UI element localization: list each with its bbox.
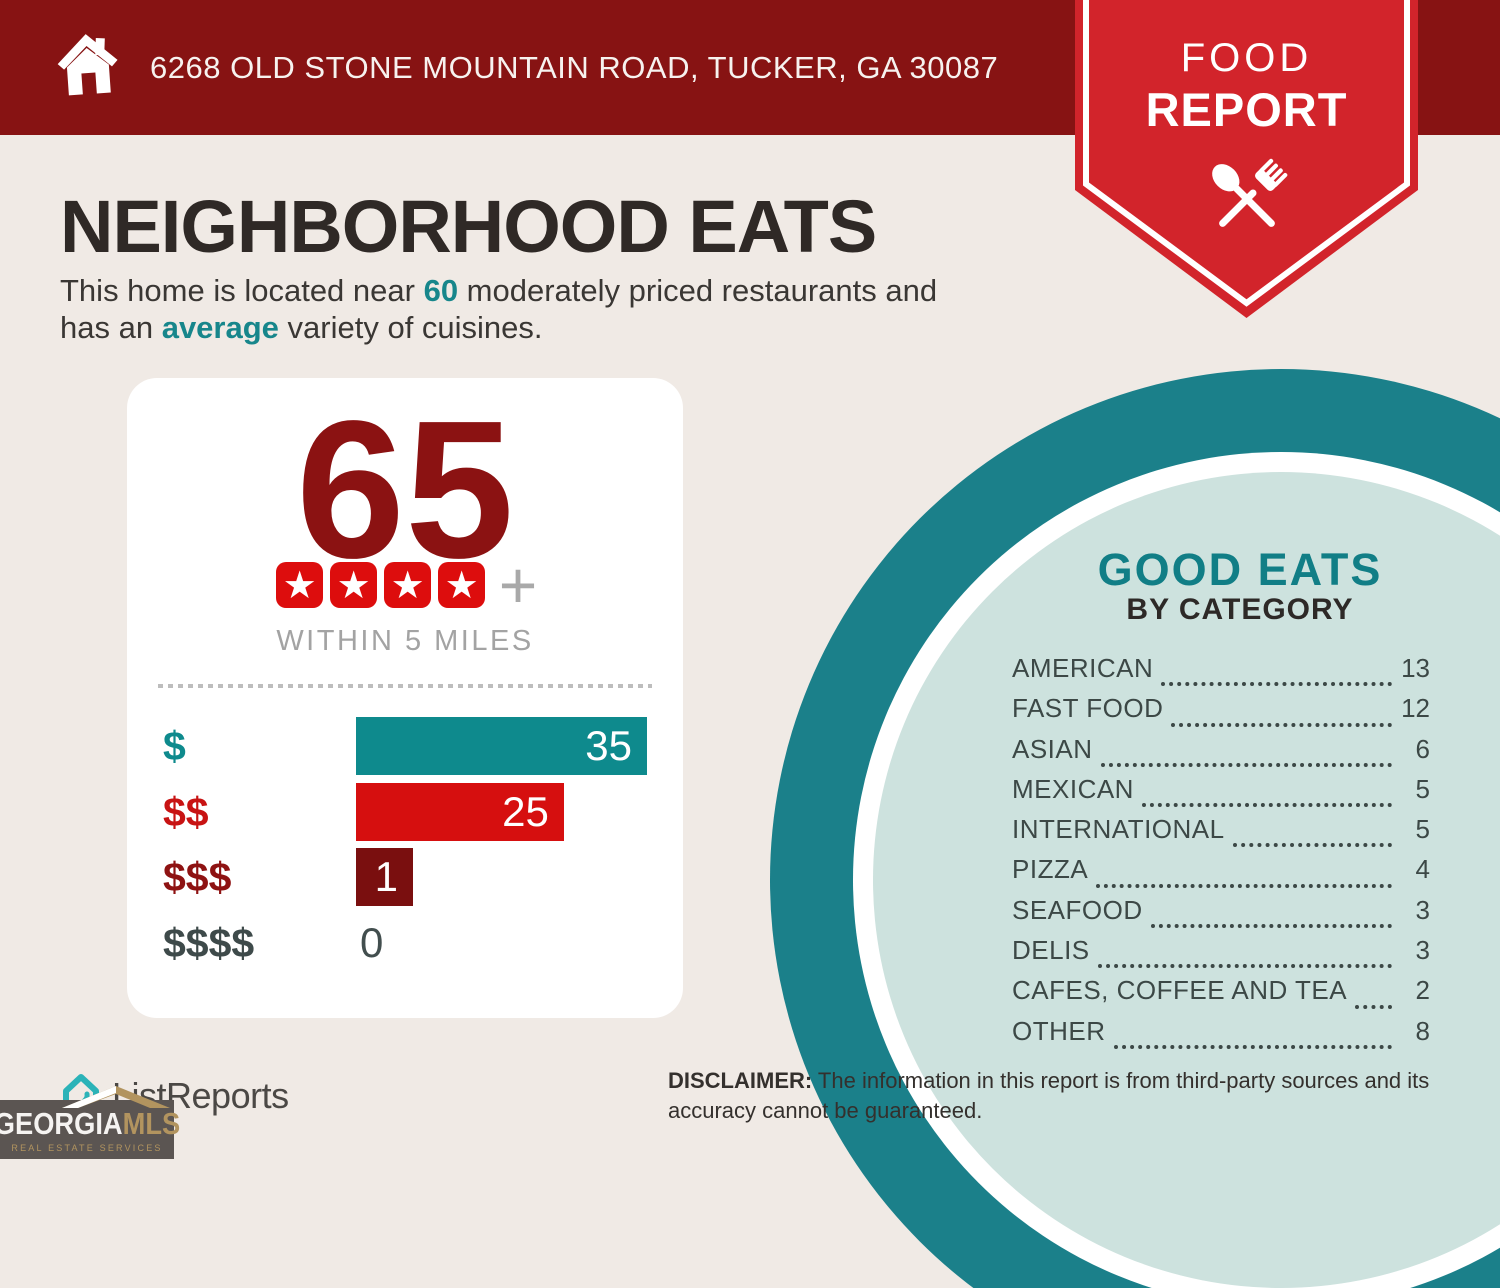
disclaimer-line2: accuracy cannot be guaranteed.: [668, 1098, 983, 1123]
category-count: 3: [1415, 894, 1430, 925]
dotted-leader: [1171, 722, 1392, 727]
dotted-leader: [1150, 924, 1392, 929]
category-count: 13: [1401, 653, 1430, 683]
price-bar-value: 0: [360, 919, 384, 966]
category-label: SEAFOOD: [1012, 894, 1143, 925]
ribbon-shape: [1075, 0, 1418, 318]
badge-title-line1: FOOD: [1180, 36, 1313, 80]
category-row: PIZZA 4: [1012, 854, 1430, 894]
category-count: 6: [1415, 733, 1430, 764]
georgia-mls-logo: GEORGIA MLS REAL ESTATE SERVICES: [0, 1086, 180, 1159]
score-card: 65 ★ ★ ★ ★ + WITHIN 5 MILES $35 $$ 25 $$$ 1 $$$$ 0: [127, 378, 683, 1018]
category-row: DELIS 3: [1012, 935, 1430, 975]
badge-title-line2: REPORT: [1145, 83, 1348, 136]
category-row: SEAFOOD 3: [1012, 895, 1430, 935]
price-tier-label: $$$$: [163, 920, 255, 966]
category-row: MEXICAN 5: [1012, 774, 1430, 814]
summary-seg2: moderately priced restaurants and: [458, 273, 938, 308]
star-icon: ★: [438, 562, 486, 608]
dotted-leader: [1097, 964, 1392, 969]
dotted-leader: [1161, 682, 1392, 687]
star-icon: ★: [276, 562, 324, 608]
summary-seg3: has an: [60, 310, 162, 345]
price-bar-value: 1: [374, 853, 398, 900]
star-icon: ★: [384, 562, 432, 608]
miles-caption: WITHIN 5 MILES: [276, 625, 534, 657]
page-title: NEIGHBORHOOD EATS: [60, 185, 877, 268]
category-count: 5: [1415, 814, 1430, 845]
star-icon: ★: [330, 562, 378, 608]
category-label: MEXICAN: [1012, 773, 1134, 804]
price-row: $$$ 1: [127, 848, 683, 906]
price-tier-label: $$$: [163, 854, 232, 900]
good-eats-circle: [873, 472, 1500, 1288]
dotted-leader: [1141, 803, 1392, 808]
price-row: $35: [127, 717, 683, 775]
dotted-leader: [1232, 843, 1392, 848]
category-label: ASIAN: [1012, 733, 1093, 764]
price-bar: 35: [356, 717, 647, 775]
plus-sign: +: [498, 548, 538, 622]
good-eats-title: GOOD EATS: [1097, 544, 1383, 595]
dotted-leader: [1096, 883, 1392, 888]
disclaimer-label: DISCLAIMER:: [668, 1068, 813, 1093]
category-row: FAST FOOD 12: [1012, 693, 1430, 733]
price-row: $$ 25: [127, 783, 683, 841]
price-tier-label: $: [163, 723, 186, 769]
category-count: 2: [1415, 975, 1430, 1006]
category-label: DELIS: [1012, 935, 1090, 966]
star-rating: ★ ★ ★ ★ +: [127, 548, 683, 622]
dashed-divider: [158, 684, 652, 688]
good-eats-subtitle: BY CATEGORY: [1126, 593, 1354, 626]
summary-seg4: variety of cuisines.: [278, 310, 543, 345]
category-row: AMERICAN 13: [1012, 653, 1430, 693]
category-row: ASIAN 6: [1012, 734, 1430, 774]
category-label: OTHER: [1012, 1015, 1106, 1046]
category-count: 3: [1415, 935, 1430, 966]
category-label: CAFES, COFFEE AND TEA: [1012, 975, 1348, 1006]
category-list: AMERICAN 13 FAST FOOD 12 ASIAN 6 MEXICAN 5 INTER…: [1012, 653, 1430, 1056]
food-report-badge: FOOD REPORT: [1075, 0, 1418, 318]
spoon-fork-icon: [1075, 147, 1418, 260]
home-icon: [52, 28, 123, 107]
category-label: INTERNATIONAL: [1012, 814, 1225, 845]
category-label: AMERICAN: [1012, 653, 1154, 683]
category-row: CAFES, COFFEE AND TEA 2: [1012, 975, 1430, 1015]
disclaimer-line1: The information in this report is from t…: [812, 1068, 1430, 1093]
mls-tagline: REAL ESTATE SERVICES: [11, 1143, 163, 1154]
variety-highlight: average: [161, 310, 279, 345]
dotted-leader: [1355, 1004, 1392, 1009]
category-row: OTHER 8: [1012, 1016, 1430, 1056]
restaurant-score: 65: [295, 380, 514, 599]
price-bar: 25: [356, 783, 564, 841]
disclaimer: DISCLAIMER: The information in this repo…: [668, 1066, 1478, 1126]
category-row: INTERNATIONAL 5: [1012, 814, 1430, 854]
dotted-leader: [1100, 762, 1392, 767]
summary-seg1: This home is located near: [60, 273, 424, 308]
price-tier-label: $$: [163, 789, 209, 835]
property-address: 6268 OLD STONE MOUNTAIN ROAD, TUCKER, GA…: [150, 50, 999, 85]
category-label: PIZZA: [1012, 854, 1089, 885]
price-row: $$$$ 0: [127, 914, 683, 972]
price-bar: 1: [356, 848, 413, 906]
category-label: FAST FOOD: [1012, 693, 1164, 724]
price-bar-value: 25: [502, 788, 549, 835]
restaurant-count: 60: [423, 273, 459, 308]
category-count: 5: [1415, 773, 1430, 804]
category-count: 4: [1415, 854, 1430, 885]
mls-roof-icon: [60, 1085, 172, 1114]
summary-text: This home is located near 60 moderately …: [60, 272, 1060, 346]
mls-wordmark: MLS: [122, 1106, 181, 1141]
category-count: 12: [1401, 693, 1430, 724]
georgia-wordmark: GEORGIA: [0, 1106, 123, 1141]
dotted-leader: [1113, 1044, 1392, 1049]
category-count: 8: [1415, 1015, 1430, 1046]
price-bar-value: 35: [585, 722, 632, 769]
